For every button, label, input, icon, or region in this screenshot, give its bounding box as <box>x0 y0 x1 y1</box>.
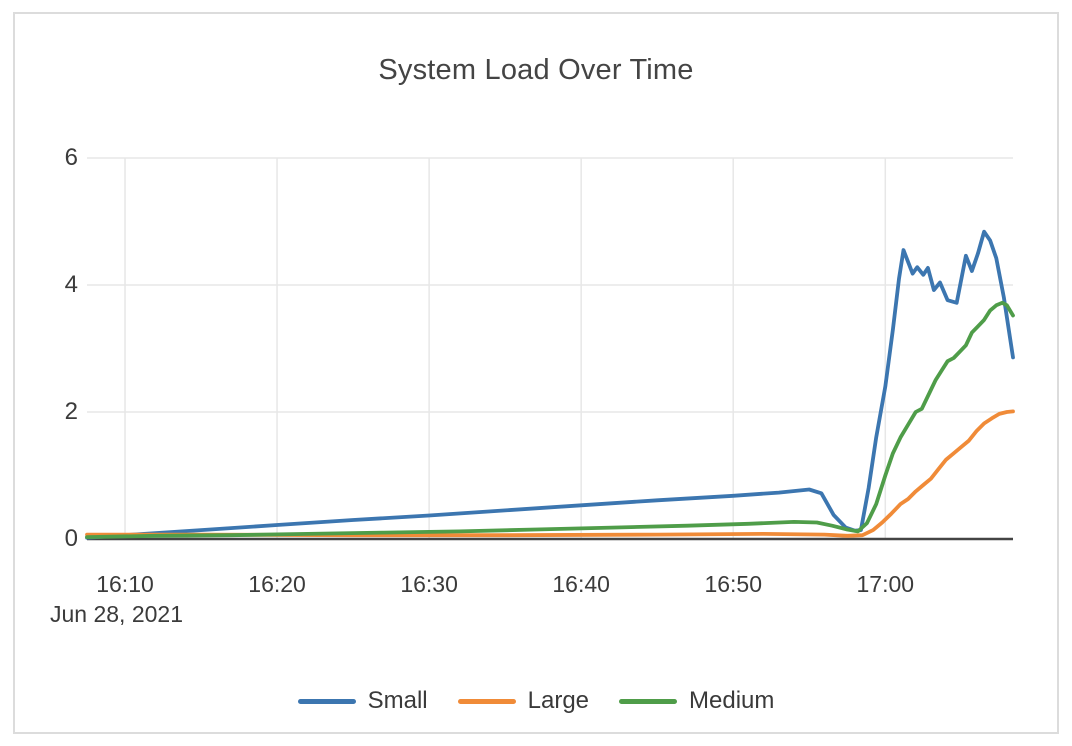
legend-line-swatch-icon <box>457 698 516 704</box>
x-tick-label: 16:40 <box>552 571 610 597</box>
legend-label: Medium <box>689 687 775 714</box>
legend-item-large[interactable]: Large <box>457 687 590 715</box>
series-line-large[interactable] <box>85 409 1015 538</box>
x-tick-label: 16:10 <box>96 571 154 597</box>
series-line-small[interactable] <box>85 229 1015 540</box>
legend-line-swatch-icon <box>297 698 356 704</box>
legend-label: Large <box>527 687 590 714</box>
legend-item-medium[interactable]: Medium <box>619 687 774 715</box>
chart-legend: Small Large Medium <box>0 687 1072 715</box>
y-tick-label: 0 <box>64 525 78 552</box>
x-tick-label: 17:00 <box>856 571 915 597</box>
legend-line-swatch-icon <box>619 698 678 704</box>
legend-label: Small <box>367 687 428 714</box>
y-tick-label: 2 <box>64 398 78 425</box>
y-tick-label: 6 <box>64 144 78 171</box>
legend-item-small[interactable]: Small <box>297 687 428 715</box>
x-axis-date-label: Jun 28, 2021 <box>50 601 184 627</box>
x-tick-label: 16:50 <box>704 571 762 597</box>
x-tick-label: 16:30 <box>400 571 458 597</box>
series-line-medium[interactable] <box>85 300 1015 539</box>
y-tick-label: 4 <box>64 271 78 298</box>
x-tick-label: 16:20 <box>248 571 306 597</box>
chart-title: System Load Over Time <box>378 54 694 86</box>
